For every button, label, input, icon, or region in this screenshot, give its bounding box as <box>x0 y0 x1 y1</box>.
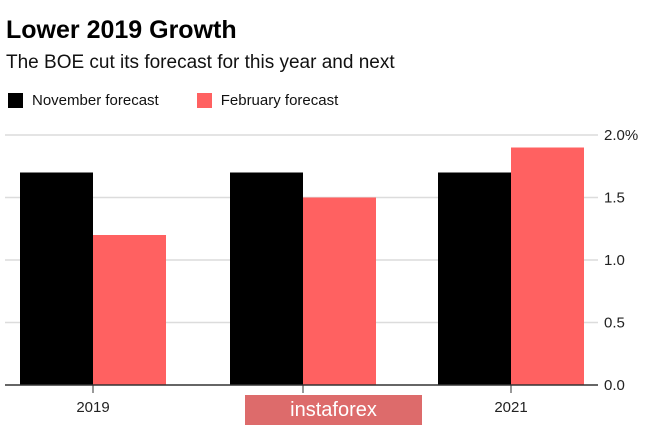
bar-november <box>438 172 511 385</box>
legend-item-november: November forecast <box>8 92 159 109</box>
legend-label-february: February forecast <box>220 92 339 109</box>
bar-february <box>511 147 584 385</box>
legend-swatch-november <box>8 93 23 108</box>
x-tick-label: 2021 <box>494 399 527 416</box>
y-tick-label: 1.5 <box>604 190 625 207</box>
y-tick-label: 0.0 <box>604 377 625 394</box>
chart-title: Lower 2019 Growth <box>6 16 237 44</box>
bar-february <box>93 235 166 385</box>
y-tick-label: 0.5 <box>604 315 625 332</box>
bar-november <box>20 172 93 385</box>
bar-february <box>303 197 376 385</box>
legend-swatch-february <box>196 93 212 108</box>
y-tick-label: 2.0% <box>604 127 638 144</box>
legend-label-november: November forecast <box>32 92 159 109</box>
chart-subtitle: The BOE cut its forecast for this year a… <box>6 52 395 73</box>
legend: November forecast February forecast <box>8 92 376 109</box>
watermark: instaforex <box>245 395 422 425</box>
y-tick-label: 1.0 <box>604 252 625 269</box>
legend-item-february: February forecast <box>196 92 339 109</box>
bar-november <box>230 172 303 385</box>
x-tick-label: 2019 <box>76 399 109 416</box>
